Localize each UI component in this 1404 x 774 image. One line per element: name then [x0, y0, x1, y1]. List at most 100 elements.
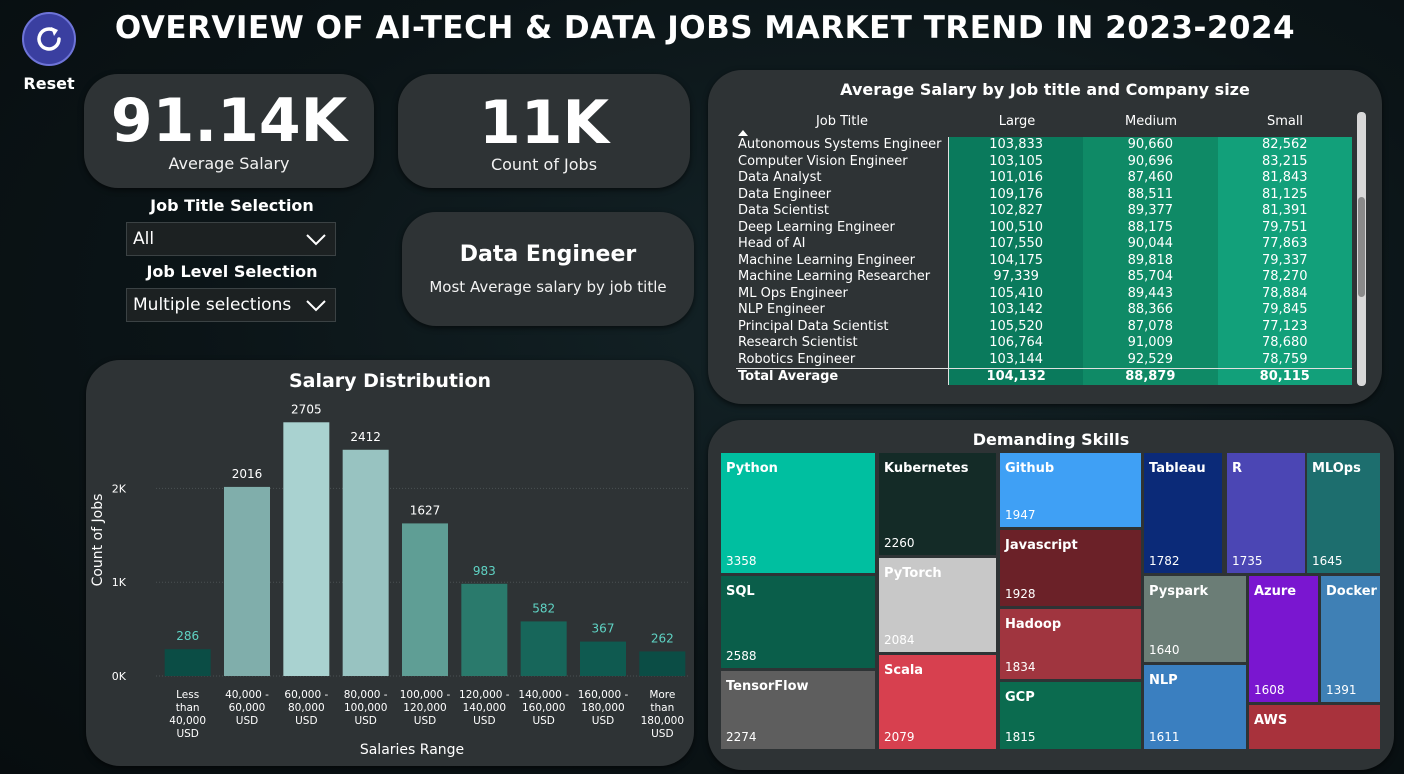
bar[interactable]	[520, 621, 567, 676]
salary-cell: 82,562	[1217, 137, 1352, 154]
skill-tile-docker[interactable]: Docker 1391	[1321, 576, 1380, 702]
job-title-cell: Robotics Engineer	[736, 351, 950, 368]
table-row[interactable]: Data Scientist 102,827 89,377 81,391	[736, 203, 1352, 220]
x-tick-label: USD	[414, 715, 436, 727]
scrollbar-thumb[interactable]	[1358, 197, 1365, 297]
skill-tile-hadoop[interactable]: Hadoop 1834	[1000, 609, 1141, 679]
reset-label: Reset	[23, 74, 75, 93]
table-row[interactable]: Robotics Engineer 103,144 92,529 78,759	[736, 351, 1352, 368]
table-row[interactable]: NLP Engineer 103,142 88,366 79,845	[736, 302, 1352, 319]
job-count-label: Count of Jobs	[490, 155, 598, 174]
skill-tile-tableau[interactable]: Tableau 1782	[1144, 453, 1222, 573]
bar[interactable]	[164, 649, 211, 676]
table-row[interactable]: Machine Learning Engineer 104,175 89,818 79…	[736, 252, 1352, 269]
x-axis-label: Salaries Range	[360, 742, 464, 758]
skill-tile-aws[interactable]: AWS	[1249, 705, 1380, 749]
table-scrollbar[interactable]	[1357, 112, 1366, 386]
x-tick-label: 100,000 -	[400, 689, 451, 701]
bar[interactable]	[461, 583, 508, 676]
salary-cell: 87,460	[1083, 170, 1218, 187]
job-level-dropdown[interactable]: Multiple selections	[126, 288, 336, 322]
table-row[interactable]: Autonomous Systems Engineer 103,833 90,660…	[736, 137, 1352, 154]
job-title-cell: Principal Data Scientist	[736, 318, 950, 335]
table-row[interactable]: Machine Learning Researcher 97,339 85,704 7…	[736, 269, 1352, 286]
col-header-medium[interactable]: Medium	[1125, 114, 1177, 129]
salary-cell: 87,078	[1083, 318, 1218, 335]
avg-salary-card: 91.14K Average Salary	[84, 74, 374, 188]
salary-cell: 105,410	[948, 285, 1084, 302]
bar[interactable]	[342, 449, 389, 676]
table-row[interactable]: ML Ops Engineer 105,410 89,443 78,884	[736, 285, 1352, 302]
col-header-large[interactable]: Large	[998, 114, 1036, 129]
skill-tile-javascript[interactable]: Javascript 1928	[1000, 530, 1141, 606]
salary-cell: 92,529	[1083, 351, 1218, 368]
salary-cell: 100,510	[948, 219, 1084, 236]
x-tick-label: USD	[236, 715, 258, 727]
skill-tile-r[interactable]: R 1735	[1227, 453, 1305, 573]
bar[interactable]	[224, 486, 270, 676]
salary-cell: 77,123	[1217, 318, 1352, 335]
x-tick-label: 120,000 -	[459, 689, 510, 701]
skill-tile-scala[interactable]: Scala 2079	[879, 655, 996, 749]
col-header-job-title[interactable]: Job Title	[815, 114, 869, 129]
skill-tile-azure[interactable]: Azure 1608	[1249, 576, 1318, 702]
skill-tile-pytorch[interactable]: PyTorch 2084	[879, 558, 996, 652]
table-row[interactable]: Head of AI 107,550 90,044 77,863	[736, 236, 1352, 253]
skill-tile-kubernetes[interactable]: Kubernetes 2260	[879, 453, 996, 555]
reset-button[interactable]: Reset	[20, 12, 78, 96]
job-title-cell: Computer Vision Engineer	[736, 153, 950, 170]
col-header-small[interactable]: Small	[1266, 114, 1304, 129]
salary-cell: 89,818	[1083, 252, 1218, 269]
skill-name: TensorFlow	[726, 679, 809, 694]
salary-cell: 88,879	[1083, 367, 1218, 385]
salary-cell: 90,696	[1083, 153, 1218, 170]
x-tick-label: 80,000	[288, 702, 325, 714]
bar[interactable]	[283, 422, 330, 676]
salary-cell: 80,115	[1217, 367, 1352, 385]
table-row[interactable]: Data Engineer 109,176 88,511 81,125	[736, 186, 1352, 203]
x-tick-label: 120,000	[403, 702, 446, 714]
bar-data-label: 2412	[350, 430, 381, 444]
job-title-cell: Data Engineer	[736, 186, 950, 203]
skill-tile-pyspark[interactable]: Pyspark 1640	[1144, 576, 1246, 662]
salary-cell: 83,215	[1217, 153, 1352, 170]
x-tick-label: 140,000	[463, 702, 506, 714]
job-title-dropdown[interactable]: All	[126, 222, 336, 256]
sort-ascending-icon[interactable]	[737, 129, 749, 137]
skill-name: GCP	[1005, 690, 1035, 705]
salary-cell: 103,144	[948, 351, 1084, 368]
y-tick-label: 2K	[112, 482, 127, 495]
table-total-row[interactable]: Total Average 104,132 88,879 80,115	[736, 367, 1352, 385]
skill-tile-nlp[interactable]: NLP 1611	[1144, 665, 1246, 749]
job-title-cell: Machine Learning Engineer	[736, 252, 950, 269]
bar[interactable]	[639, 651, 686, 676]
skill-name: AWS	[1254, 713, 1288, 728]
skill-tile-tensorflow[interactable]: TensorFlow 2274	[721, 671, 875, 749]
salary-cell: 89,377	[1083, 203, 1218, 220]
job-title-cell: Total Average	[736, 367, 950, 385]
bar-data-label: 983	[473, 564, 496, 578]
job-title-cell: Data Analyst	[736, 170, 950, 187]
skill-tile-mlops[interactable]: MLOps 1645	[1307, 453, 1380, 573]
skill-count: 1834	[1005, 660, 1036, 674]
table-row[interactable]: Deep Learning Engineer 100,510 88,175 79,75…	[736, 219, 1352, 236]
x-tick-label: 80,000 -	[344, 689, 388, 701]
table-row[interactable]: Computer Vision Engineer 103,105 90,696 83,…	[736, 153, 1352, 170]
table-row[interactable]: Data Analyst 101,016 87,460 81,843	[736, 170, 1352, 187]
table-row[interactable]: Research Scientist 106,764 91,009 78,680	[736, 335, 1352, 352]
skill-count: 2260	[884, 536, 915, 550]
skill-tile-gcp[interactable]: GCP 1815	[1000, 682, 1141, 749]
salary-cell: 109,176	[948, 186, 1084, 203]
skill-tile-python[interactable]: Python 3358	[721, 453, 875, 573]
x-tick-label: USD	[592, 715, 614, 727]
table-row[interactable]: Principal Data Scientist 105,520 87,078 77,…	[736, 318, 1352, 335]
skill-tile-github[interactable]: Github 1947	[1000, 453, 1141, 527]
bar-data-label: 2705	[291, 402, 322, 416]
job-count-card: 11K Count of Jobs	[398, 74, 690, 188]
bar[interactable]	[402, 523, 448, 676]
skill-tile-sql[interactable]: SQL 2588	[721, 576, 875, 668]
salary-cell: 88,175	[1083, 219, 1218, 236]
bar[interactable]	[580, 641, 626, 676]
job-title-cell: Data Scientist	[736, 203, 950, 220]
salary-cell: 104,132	[948, 367, 1084, 385]
